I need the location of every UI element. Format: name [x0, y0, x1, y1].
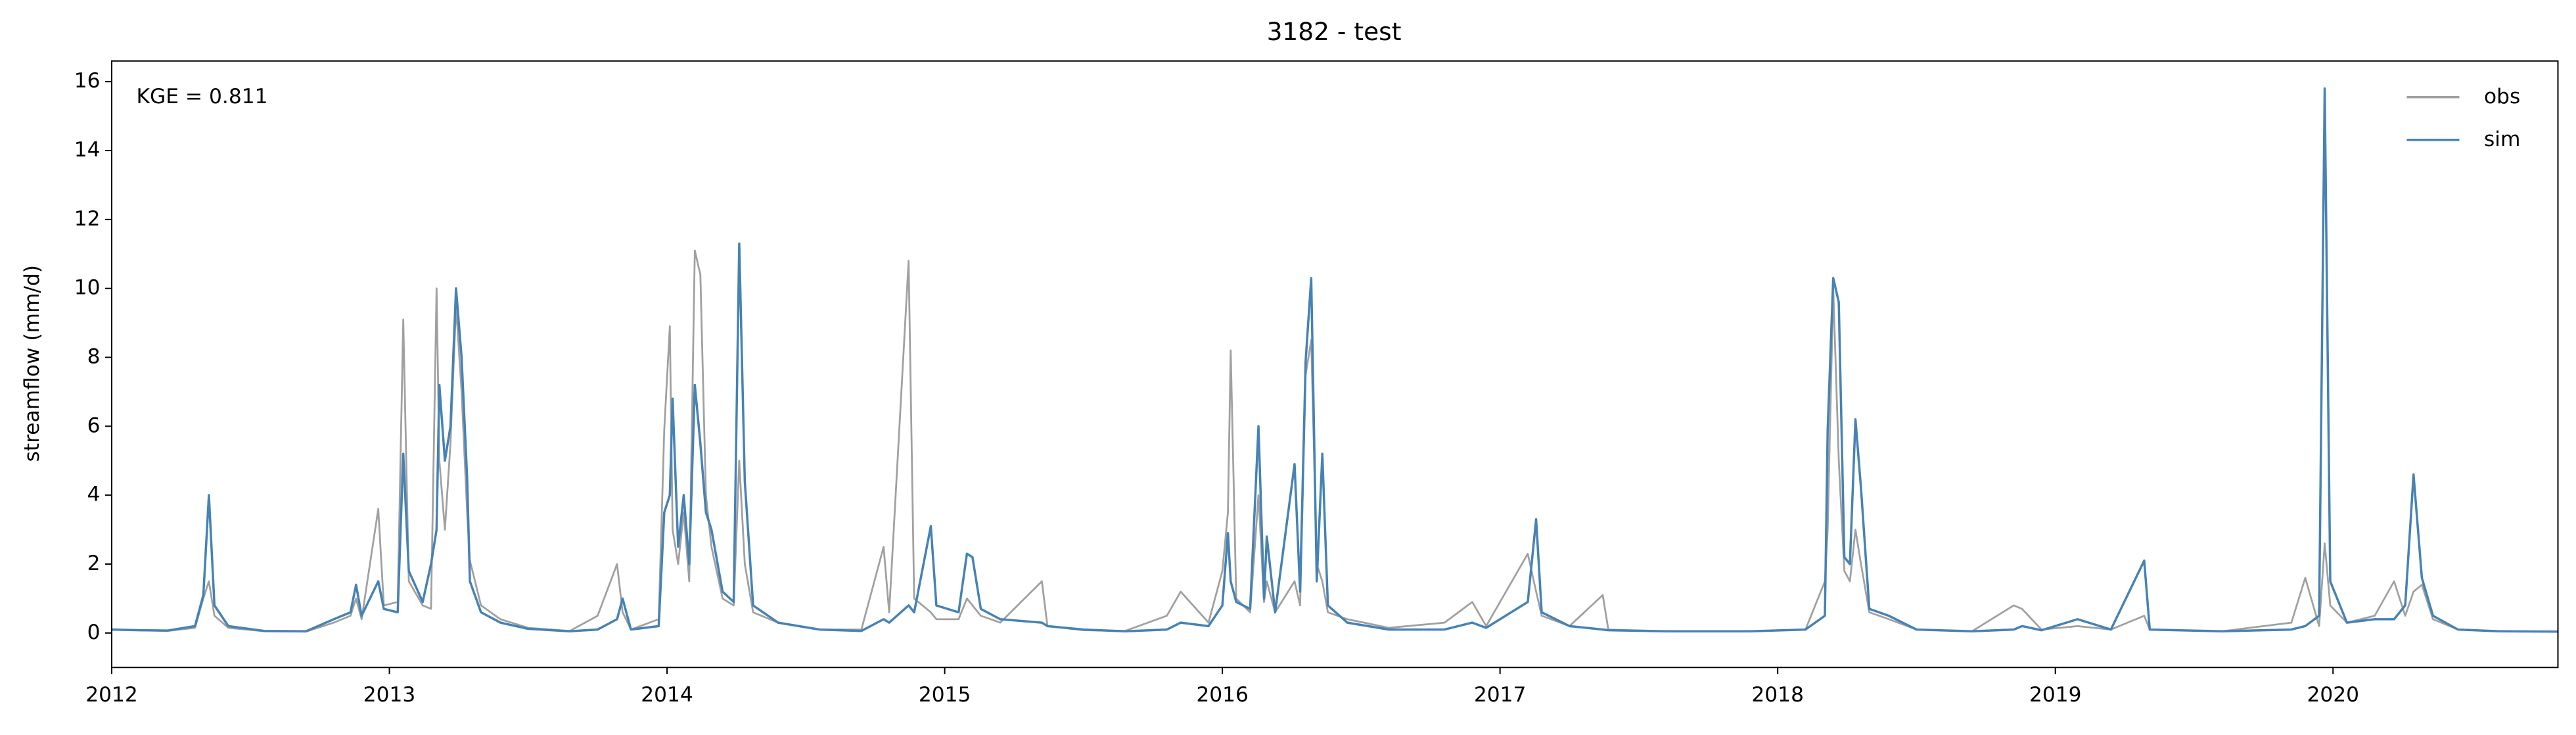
x-tick-label: 2016 — [1196, 683, 1249, 707]
plot-area — [111, 87, 2558, 633]
series-line — [111, 87, 2558, 633]
x-tick-label: 2013 — [363, 683, 416, 707]
x-tick-label: 2017 — [1474, 683, 1527, 707]
y-tick-label: 2 — [87, 552, 101, 575]
y-tick-label: 10 — [74, 276, 101, 300]
x-tick-label: 2018 — [1751, 683, 1804, 707]
y-tick-label: 16 — [74, 69, 101, 93]
legend-label: sim — [2484, 128, 2520, 151]
y-tick-label: 14 — [74, 138, 101, 162]
x-tick-label: 2019 — [2029, 683, 2082, 707]
x-tick-label: 2012 — [85, 683, 138, 707]
y-tick-label: 12 — [74, 207, 101, 231]
y-tick-label: 0 — [87, 621, 101, 644]
plot-frame — [111, 60, 2559, 669]
y-tick-label: 8 — [87, 345, 101, 369]
y-tick-label: 4 — [87, 483, 101, 506]
x-tick-label: 2020 — [2307, 683, 2359, 707]
annotation: KGE = 0.811 — [137, 85, 268, 108]
x-tick-label: 2015 — [919, 683, 971, 707]
x-tick-label: 2014 — [641, 683, 693, 707]
chart-title: 3182 - test — [1267, 17, 1402, 46]
y-axis-label: streamflow (mm/d) — [20, 265, 44, 462]
legend-label: obs — [2484, 85, 2520, 108]
y-tick-label: 6 — [87, 414, 101, 437]
